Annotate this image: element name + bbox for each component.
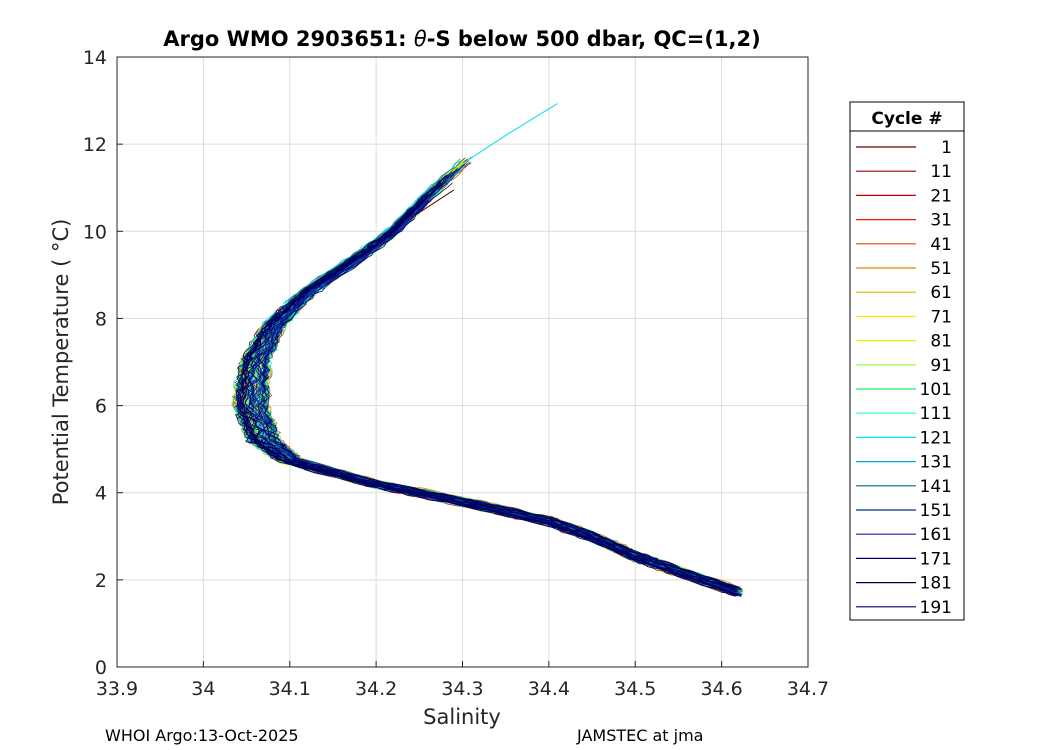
x-tick-labels: 33.9 34 34.1 34.2 34.3 34.4 34.5 34.6 34.7	[96, 678, 829, 700]
chart-title: Argo WMO 2903651: θ-S below 500 dbar, QC…	[163, 27, 760, 51]
y-tick-label: 0	[95, 657, 107, 679]
legend-label-141: 141	[920, 477, 952, 497]
legend-label-161: 161	[920, 525, 952, 545]
legend-label-131: 131	[920, 453, 952, 473]
x-tick-label: 34	[191, 678, 215, 700]
x-tick-label: 34.3	[441, 678, 483, 700]
legend: Cycle # 11121314151617181911011111211311…	[849, 101, 965, 621]
y-tick-label: 10	[83, 221, 107, 243]
legend-label-1: 1	[941, 138, 952, 158]
y-tick-label: 14	[83, 47, 107, 69]
y-tick-label: 8	[95, 308, 107, 330]
legend-label-61: 61	[930, 283, 952, 303]
profile-line-cycle-191	[249, 180, 740, 588]
legend-label-121: 121	[920, 428, 952, 448]
y-tick-label: 4	[95, 483, 107, 505]
y-tick-label: 6	[95, 396, 107, 418]
legend-label-11: 11	[930, 162, 952, 182]
legend-label-191: 191	[920, 598, 952, 618]
y-tick-label: 2	[95, 570, 107, 592]
x-tick-label: 34.5	[614, 678, 656, 700]
y-axis-label: Potential Temperature ( °C)	[49, 219, 73, 506]
y-tick-label: 12	[83, 134, 107, 156]
footer-left: WHOI Argo:13-Oct-2025	[105, 726, 299, 745]
legend-label-51: 51	[930, 259, 952, 279]
profile-line-cycle-191	[236, 164, 737, 596]
y-tick-labels: 0 2 4 6 8 10 12 14	[83, 47, 107, 679]
profile-line-cycle-191	[258, 182, 742, 597]
legend-label-101: 101	[920, 380, 952, 400]
legend-label-91: 91	[930, 356, 952, 376]
x-tick-label: 33.9	[96, 678, 138, 700]
legend-label-41: 41	[930, 235, 952, 255]
x-tick-label: 34.4	[528, 678, 570, 700]
legend-label-111: 111	[920, 404, 952, 424]
profile-lines	[231, 103, 744, 598]
x-tick-label: 34.2	[355, 678, 397, 700]
profile-extension-cycle-1	[410, 189, 455, 219]
legend-label-181: 181	[920, 574, 952, 594]
legend-label-151: 151	[920, 501, 952, 521]
x-tick-label: 34.6	[700, 678, 742, 700]
x-tick-label: 34.7	[787, 678, 829, 700]
legend-label-31: 31	[930, 211, 952, 231]
legend-label-81: 81	[930, 332, 952, 352]
profile-extension-cycle-121	[462, 103, 558, 165]
legend-label-71: 71	[930, 307, 952, 327]
footer-right: JAMSTEC at jma	[576, 726, 703, 745]
legend-label-171: 171	[920, 549, 952, 569]
legend-label-21: 21	[930, 186, 952, 206]
legend-title: Cycle #	[871, 109, 942, 129]
plot-frame	[116, 56, 809, 668]
x-axis-label: Salinity	[423, 705, 501, 729]
x-tick-label: 34.1	[269, 678, 311, 700]
